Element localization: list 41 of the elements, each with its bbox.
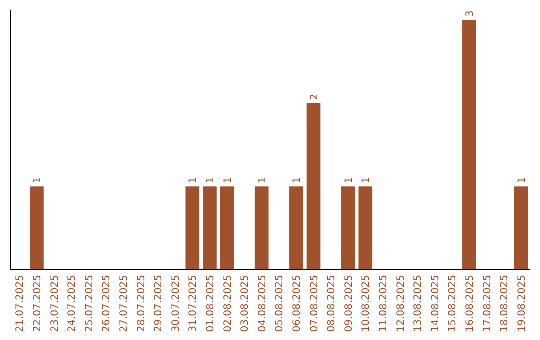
x-tick-label: 04.08.2025: [257, 275, 268, 332]
x-tick-label: 23.07.2025: [50, 275, 61, 332]
x-tick-label: 01.08.2025: [205, 275, 216, 332]
x-tick-label: 15.08.2025: [448, 275, 459, 332]
x-tick-label: 02.08.2025: [222, 275, 234, 332]
data-label: 1: [257, 177, 268, 184]
data-label: 1: [32, 177, 44, 184]
x-tick-label: 22.07.2025: [32, 275, 44, 332]
x-tick-label: 06.08.2025: [292, 275, 303, 332]
x-tick-label: 07.08.2025: [309, 275, 320, 332]
x-tick-label: 16.08.2025: [464, 275, 476, 332]
x-tick-label: 10.08.2025: [361, 275, 372, 332]
x-tick-label: 12.08.2025: [396, 275, 407, 332]
data-label: 1: [361, 177, 372, 184]
x-tick-label: 17.08.2025: [482, 275, 494, 332]
x-tick-label: 08.08.2025: [326, 275, 338, 332]
x-tick-label: 03.08.2025: [240, 275, 252, 332]
data-label: 1: [188, 177, 200, 184]
x-tick-label: 24.07.2025: [67, 275, 78, 332]
data-label: 1: [344, 177, 355, 184]
x-tick-label: 14.08.2025: [430, 275, 442, 332]
x-tick-label: 09.08.2025: [344, 275, 355, 332]
x-tick-label: 19.08.2025: [516, 275, 528, 332]
x-tick-label: 26.07.2025: [102, 275, 113, 332]
x-tick-label: 18.08.2025: [500, 275, 511, 332]
data-label: 3: [464, 10, 476, 17]
x-tick-label: 13.08.2025: [413, 275, 424, 332]
x-tick-label: 28.07.2025: [136, 275, 148, 332]
x-tick-label: 11.08.2025: [378, 275, 390, 332]
x-tick-label: 25.07.2025: [84, 275, 96, 332]
x-tick-label: 21.07.2025: [15, 275, 26, 332]
data-label: 1: [222, 177, 234, 184]
x-tick-label: 27.07.2025: [118, 275, 130, 332]
x-tick-label: 30.07.2025: [170, 275, 182, 332]
data-label: 1: [516, 177, 528, 184]
x-tick-label: 05.08.2025: [274, 275, 286, 332]
data-label: 1: [292, 177, 303, 184]
data-label: 1: [205, 177, 216, 184]
data-label: 2: [309, 94, 320, 100]
x-tick-label: 29.07.2025: [154, 275, 165, 332]
x-tick-label: 31.07.2025: [188, 275, 200, 332]
